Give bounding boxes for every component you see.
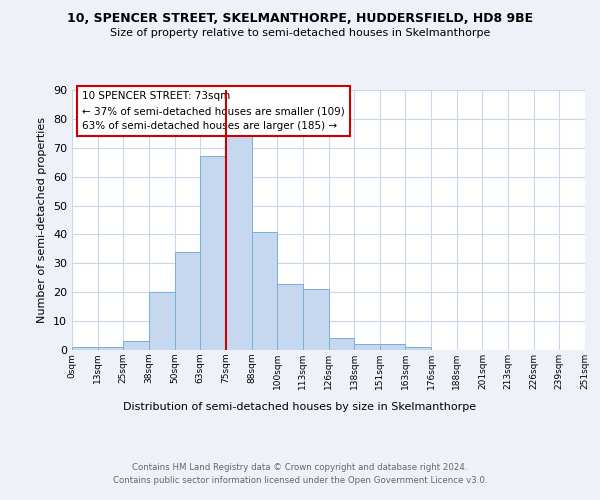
Text: Size of property relative to semi-detached houses in Skelmanthorpe: Size of property relative to semi-detach…	[110, 28, 490, 38]
Bar	[329, 338, 354, 350]
Text: 10 SPENCER STREET: 73sqm
← 37% of semi-detached houses are smaller (109)
63% of : 10 SPENCER STREET: 73sqm ← 37% of semi-d…	[82, 92, 345, 131]
Text: Contains public sector information licensed under the Open Government Licence v3: Contains public sector information licen…	[113, 476, 487, 485]
Y-axis label: Number of semi-detached properties: Number of semi-detached properties	[37, 117, 47, 323]
Bar	[98, 347, 124, 350]
Text: Distribution of semi-detached houses by size in Skelmanthorpe: Distribution of semi-detached houses by …	[124, 402, 476, 412]
Text: Contains HM Land Registry data © Crown copyright and database right 2024.: Contains HM Land Registry data © Crown c…	[132, 462, 468, 471]
Bar	[406, 347, 431, 350]
Bar	[124, 342, 149, 350]
Bar	[200, 156, 226, 350]
Bar	[251, 232, 277, 350]
Bar	[354, 344, 380, 350]
Bar	[175, 252, 200, 350]
Bar	[380, 344, 406, 350]
Bar	[303, 290, 329, 350]
Text: 10, SPENCER STREET, SKELMANTHORPE, HUDDERSFIELD, HD8 9BE: 10, SPENCER STREET, SKELMANTHORPE, HUDDE…	[67, 12, 533, 26]
Bar	[72, 347, 98, 350]
Bar	[149, 292, 175, 350]
Bar	[277, 284, 303, 350]
Bar	[226, 134, 251, 350]
